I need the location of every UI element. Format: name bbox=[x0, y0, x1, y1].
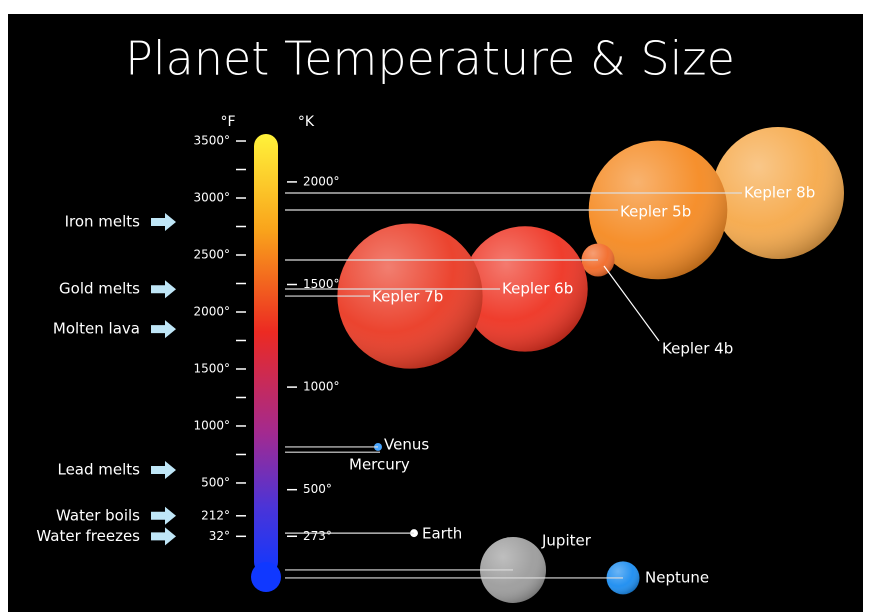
y-tick-label: 32° bbox=[209, 529, 230, 543]
label-connector bbox=[603, 265, 660, 342]
planet-label: Mercury bbox=[349, 456, 410, 474]
planet-label: Kepler 5b bbox=[620, 202, 691, 220]
planet-shine bbox=[462, 226, 588, 352]
annotation-arrow bbox=[151, 212, 176, 231]
annotation-label: Gold melts bbox=[59, 280, 140, 298]
planet-label: Jupiter bbox=[541, 531, 592, 549]
annotation-arrow bbox=[151, 506, 176, 525]
y-tick-label: 3500° bbox=[193, 134, 230, 148]
y2-tick-label: 273° bbox=[303, 529, 332, 543]
y-tick-label: 3000° bbox=[193, 191, 230, 205]
planet-label: Kepler 7b bbox=[372, 288, 443, 306]
y2-tick-label: 500° bbox=[303, 482, 332, 496]
annotation-arrow bbox=[151, 527, 176, 546]
planet-label: Venus bbox=[384, 435, 429, 453]
annotation-label: Molten lava bbox=[53, 320, 140, 338]
planet-label: Kepler 6b bbox=[502, 279, 573, 297]
y-tick-label: 2000° bbox=[193, 304, 230, 318]
y-tick-label: 500° bbox=[201, 475, 230, 489]
annotation-arrow bbox=[151, 460, 176, 479]
annotation-label: Iron melts bbox=[65, 212, 141, 230]
planet-shine bbox=[712, 126, 844, 259]
y2-axis-label: °K bbox=[298, 114, 315, 130]
planet-label: Kepler 8b bbox=[744, 183, 815, 201]
annotation-arrow bbox=[151, 280, 176, 299]
thermometer bbox=[254, 134, 278, 574]
y2-tick-label: 2000° bbox=[303, 174, 340, 188]
y2-tick-label: 1000° bbox=[303, 380, 340, 394]
chart-title: Planet Temperature & Size bbox=[125, 32, 735, 86]
y-tick-label: 212° bbox=[201, 508, 230, 522]
planet-label: Kepler 4b bbox=[662, 340, 733, 358]
y-tick-label: 1000° bbox=[193, 418, 230, 432]
y-axis-label: °F bbox=[220, 114, 235, 130]
annotation-label: Lead melts bbox=[57, 460, 140, 478]
y-tick-label: 2500° bbox=[193, 248, 230, 262]
planet-shine bbox=[588, 140, 728, 280]
annotation-label: Water boils bbox=[56, 506, 140, 524]
annotation-arrow bbox=[151, 320, 176, 339]
planet-label: Earth bbox=[422, 525, 462, 543]
annotation-label: Water freezes bbox=[36, 527, 140, 545]
y2-tick-label: 1500° bbox=[303, 277, 340, 291]
thermometer-bulb bbox=[251, 562, 281, 592]
y-tick-label: 1500° bbox=[193, 361, 230, 375]
planet-label: Neptune bbox=[645, 568, 709, 586]
